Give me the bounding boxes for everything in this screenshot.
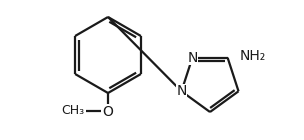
Text: N: N [187, 51, 198, 65]
Text: CH₃: CH₃ [61, 104, 84, 117]
Text: N: N [176, 84, 187, 98]
Text: NH₂: NH₂ [240, 49, 266, 63]
Text: O: O [102, 105, 113, 119]
